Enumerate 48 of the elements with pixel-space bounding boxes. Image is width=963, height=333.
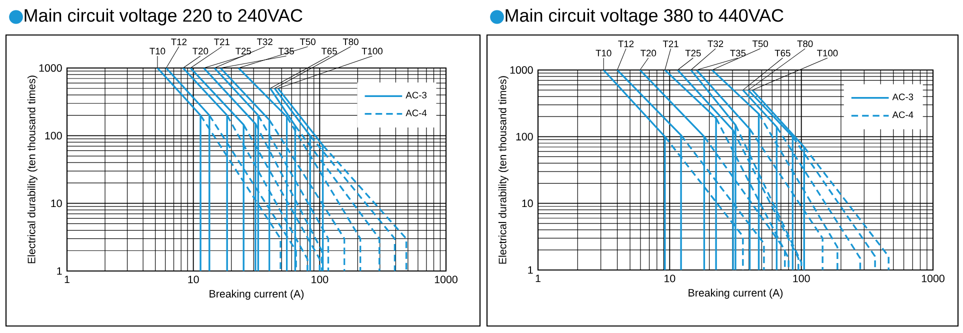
y-tick-label: 100 xyxy=(45,132,62,140)
x-tick-label: 1 xyxy=(64,276,70,284)
legend-label: AC-4 xyxy=(892,111,914,118)
x-tick-label: 10 xyxy=(664,274,676,282)
legend-label: AC-3 xyxy=(892,94,914,100)
y-tick-label: 1000 xyxy=(39,64,62,72)
x-tick-label: 1000 xyxy=(922,274,944,282)
legend-label: AC-3 xyxy=(406,92,427,98)
annotation: T100 xyxy=(817,50,838,56)
x-tick-label: 10 xyxy=(188,276,199,284)
annotation: T10 xyxy=(596,50,612,56)
x-tick-label: 100 xyxy=(312,276,328,284)
annotation: T12 xyxy=(618,40,634,48)
y-tick-label: 1000 xyxy=(510,66,533,74)
chart-title: Main circuit voltage 380 to 440VAC xyxy=(506,8,784,26)
y-axis-title: Electrical durability (ten thousand times) xyxy=(498,76,508,264)
annotation: T80 xyxy=(342,38,358,46)
annotation: T50 xyxy=(752,40,768,48)
annotation: T65 xyxy=(321,48,337,54)
y-tick-label: 10 xyxy=(51,200,62,208)
annotation: T10 xyxy=(150,48,166,54)
annotation: T100 xyxy=(362,48,382,54)
x-tick-label: 1000 xyxy=(434,276,458,284)
annotation: T21 xyxy=(662,40,678,48)
annotation: T35 xyxy=(730,50,746,56)
x-axis-title: Breaking current (A) xyxy=(210,290,304,300)
y-tick-label: 10 xyxy=(522,200,533,208)
chart-title: Main circuit voltage 220 to 240VAC xyxy=(24,8,302,26)
annotation: T32 xyxy=(708,40,724,48)
annotation: T21 xyxy=(214,38,230,46)
x-tick-label: 1 xyxy=(536,274,540,282)
annotation: T65 xyxy=(774,50,790,56)
y-tick-label: 1 xyxy=(528,266,533,274)
annotation: T12 xyxy=(171,38,187,46)
annotation: T20 xyxy=(192,48,208,54)
annotation: T20 xyxy=(640,50,656,56)
x-tick-label: 100 xyxy=(793,274,810,282)
annotation: T25 xyxy=(236,48,252,54)
annotation: T35 xyxy=(278,48,294,54)
annotation: T25 xyxy=(685,50,701,56)
y-axis-title: Electrical durability (ten thousand times) xyxy=(27,76,38,264)
legend-label: AC-4 xyxy=(406,110,427,116)
y-tick-label: 1 xyxy=(57,267,62,275)
x-axis-title: Breaking current (A) xyxy=(688,288,783,299)
annotation: T80 xyxy=(797,40,813,48)
annotation: T50 xyxy=(300,38,316,46)
annotation: T32 xyxy=(257,38,272,46)
y-tick-label: 100 xyxy=(516,132,533,140)
